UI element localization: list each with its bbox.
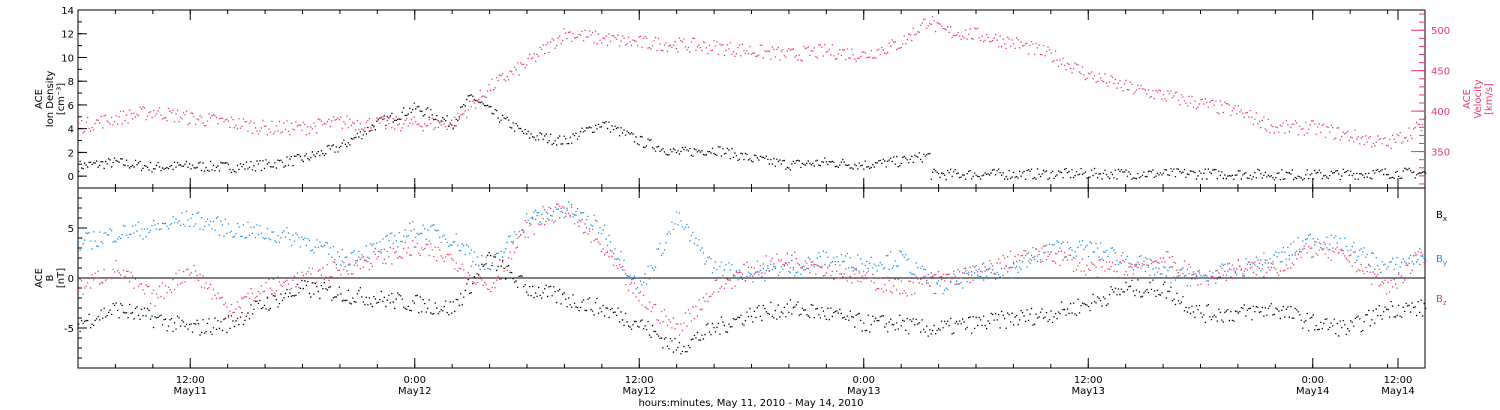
- b-axis-label: ACEB[nT]: [34, 268, 67, 288]
- top-panel-data: [78, 15, 1427, 181]
- axis-label-line: [nT]: [56, 268, 67, 288]
- legend-symbol: B: [1436, 254, 1443, 265]
- b-tick-label: 5: [68, 224, 74, 235]
- b-tick-label: -5: [64, 324, 74, 335]
- velocity-tick-label: 500: [1431, 26, 1450, 37]
- legend-symbol: B: [1436, 294, 1443, 305]
- axis-label-line: ACE: [1462, 89, 1473, 109]
- density-tick-label: 2: [68, 148, 74, 159]
- by-points: [78, 201, 1427, 295]
- date-tick-label: May11: [174, 386, 207, 397]
- velocity-axis-ticks: 350 400 450 500: [1411, 13, 1450, 185]
- legend-bx: Bx: [1436, 210, 1447, 223]
- time-tick-label: 12:00: [625, 375, 654, 386]
- axis-label-line: [cm⁻³]: [56, 83, 67, 115]
- bx-points: [78, 252, 1427, 355]
- legend-symbol: B: [1436, 210, 1443, 221]
- ion-density-series: [78, 94, 1427, 181]
- b-axis-ticks: -5 0 5: [64, 197, 87, 359]
- density-tick-label: 6: [68, 101, 74, 112]
- axis-label-line: B: [45, 274, 56, 281]
- velocity-points: [78, 15, 1427, 150]
- legend-subscript: z: [1443, 299, 1447, 307]
- time-tick-label: 12:00: [176, 375, 205, 386]
- velocity-tick-label: 400: [1431, 107, 1450, 118]
- date-tick-label: May13: [847, 386, 880, 397]
- legend-subscript: x: [1443, 215, 1447, 223]
- velocity-axis-label: ACEVelocity[km/s]: [1462, 79, 1495, 118]
- time-tick-label: 0:00: [1302, 375, 1324, 386]
- axis-label-line: Velocity: [1473, 79, 1484, 118]
- by-series: [78, 201, 1427, 295]
- density-tick-label: 12: [61, 30, 74, 41]
- date-tick-label: May14: [1381, 386, 1414, 397]
- time-axis: 12:00May110:00May1212:00May120:00May1312…: [77, 10, 1426, 397]
- time-tick-label: 12:00: [1074, 375, 1103, 386]
- time-tick-label: 0:00: [853, 375, 875, 386]
- legend-bz: Bz: [1436, 294, 1447, 307]
- axis-label-line: ACE: [34, 89, 45, 109]
- axis-label-line: ACE: [34, 268, 45, 288]
- time-tick-label: 12:00: [1384, 375, 1413, 386]
- axis-label-line: Ion Density: [45, 71, 56, 128]
- time-tick-label: 0:00: [404, 375, 426, 386]
- density-tick-label: 10: [61, 53, 74, 64]
- time-axis-caption: hours:minutes, May 11, 2010 - May 14, 20…: [638, 398, 863, 409]
- density-tick-label: 0: [68, 172, 74, 183]
- date-tick-label: May12: [623, 386, 656, 397]
- b-tick-label: 0: [68, 274, 74, 285]
- velocity-series: [78, 15, 1427, 150]
- velocity-tick-label: 350: [1431, 148, 1450, 159]
- bz-series: [78, 203, 1427, 336]
- bx-series: [78, 252, 1427, 355]
- density-tick-label: 8: [68, 77, 74, 88]
- density-tick-label: 4: [68, 125, 74, 136]
- date-tick-label: May13: [1072, 386, 1105, 397]
- legend-subscript: y: [1443, 259, 1447, 267]
- bz-points: [78, 203, 1427, 336]
- density-axis-label: ACEIon Density[cm⁻³]: [34, 71, 67, 128]
- date-tick-label: May12: [398, 386, 431, 397]
- legend-by: By: [1436, 254, 1447, 267]
- density-tick-label: 14: [61, 6, 74, 17]
- velocity-tick-label: 450: [1431, 67, 1450, 78]
- date-tick-label: May14: [1296, 386, 1329, 397]
- axis-label-line: [km/s]: [1484, 83, 1495, 115]
- ion-density-points: [78, 94, 1427, 181]
